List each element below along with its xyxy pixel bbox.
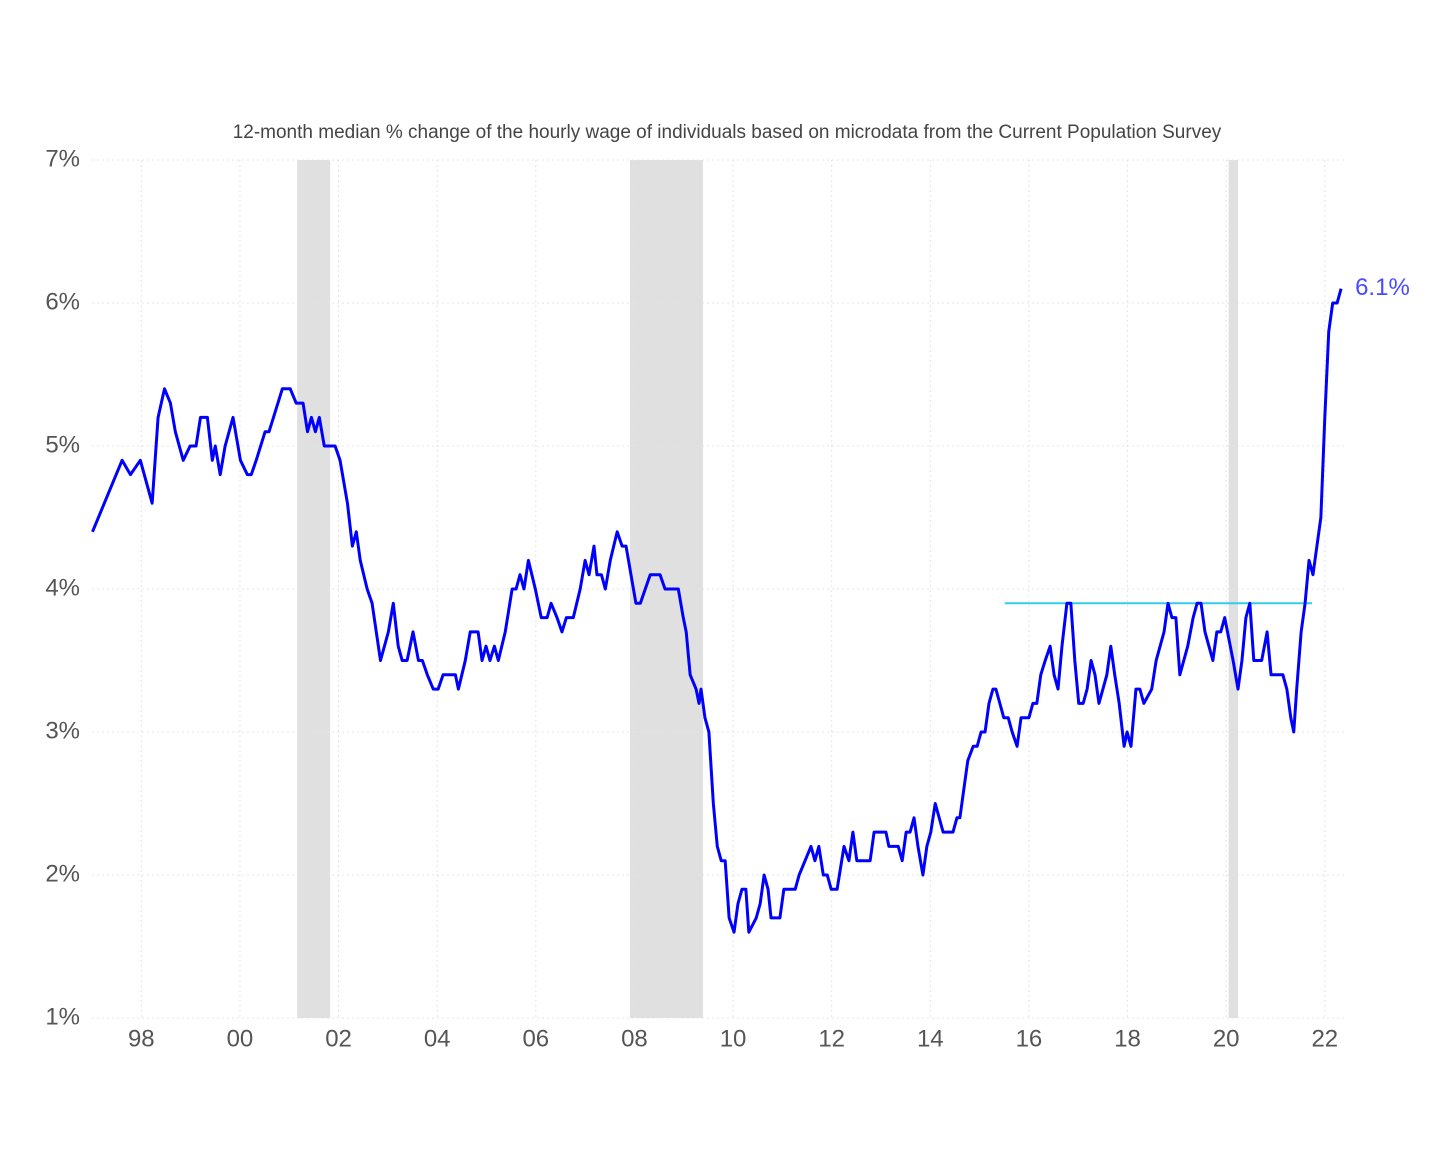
y-tick-label: 6% xyxy=(45,288,80,315)
x-tick-label: 02 xyxy=(325,1025,352,1052)
x-tick-label: 08 xyxy=(621,1025,648,1052)
x-tick-label: 04 xyxy=(424,1025,451,1052)
annotation: 6.1% xyxy=(1355,274,1410,301)
y-tick-label: 4% xyxy=(45,574,80,601)
y-tick-label: 3% xyxy=(45,717,80,744)
line xyxy=(91,288,1343,934)
x-tick-label: 12 xyxy=(818,1025,845,1052)
y-tick-label: 5% xyxy=(45,431,80,458)
x-tick-label: 18 xyxy=(1114,1025,1141,1052)
x-tick-label: 20 xyxy=(1213,1025,1240,1052)
y-tick-label: 7% xyxy=(45,145,80,172)
x-tick-label: 10 xyxy=(720,1025,747,1052)
x-tick-label: 98 xyxy=(128,1025,155,1052)
y-tick-label: 2% xyxy=(45,860,80,887)
x-tick-label: 14 xyxy=(917,1025,944,1052)
x-tick-label: 00 xyxy=(227,1025,254,1052)
x-tick-label: 22 xyxy=(1311,1025,1338,1052)
x-tick-label: 16 xyxy=(1016,1025,1043,1052)
y-tick-label: 1% xyxy=(45,1003,80,1030)
chart-title: 12-month median % change of the hourly w… xyxy=(233,122,1222,143)
x-tick-label: 06 xyxy=(522,1025,549,1052)
